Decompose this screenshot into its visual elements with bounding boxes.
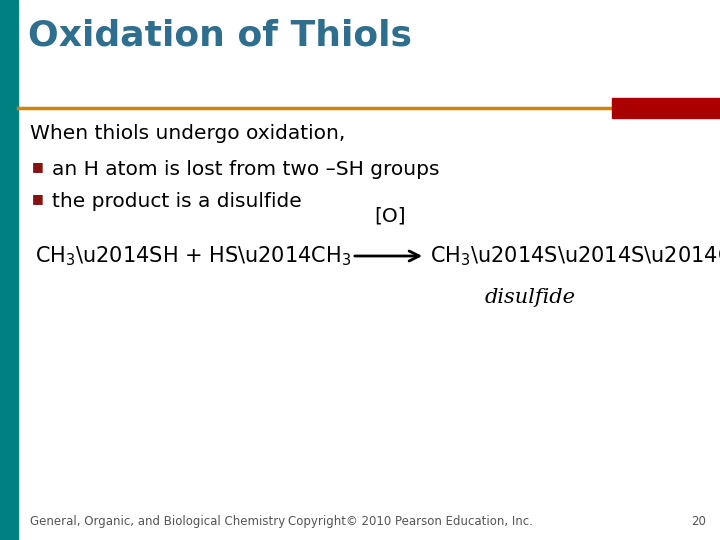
Text: When thiols undergo oxidation,: When thiols undergo oxidation,: [30, 124, 346, 143]
Text: Copyright© 2010 Pearson Education, Inc.: Copyright© 2010 Pearson Education, Inc.: [288, 515, 533, 528]
Bar: [612, 98, 720, 118]
Bar: [0, 0, 18, 540]
Text: disulfide: disulfide: [485, 288, 575, 307]
Text: the product is a disulfide: the product is a disulfide: [52, 192, 302, 211]
Text: an H atom is lost from two –SH groups: an H atom is lost from two –SH groups: [52, 160, 439, 179]
Text: Oxidation of Thiols: Oxidation of Thiols: [28, 18, 412, 52]
Text: $\mathregular{CH_3}$\u2014SH + HS\u2014$\mathregular{CH_3}$: $\mathregular{CH_3}$\u2014SH + HS\u2014$…: [35, 244, 351, 268]
Text: General, Organic, and Biological Chemistry: General, Organic, and Biological Chemist…: [30, 515, 285, 528]
Text: ■: ■: [32, 192, 44, 205]
Text: $\mathregular{CH_3}$\u2014S\u2014S\u2014$\mathregular{CH_3}$ + H$\mathregular{_2: $\mathregular{CH_3}$\u2014S\u2014S\u2014…: [430, 244, 720, 268]
Text: ■: ■: [32, 160, 44, 173]
Text: [O]: [O]: [374, 207, 406, 226]
Text: 20: 20: [691, 515, 706, 528]
